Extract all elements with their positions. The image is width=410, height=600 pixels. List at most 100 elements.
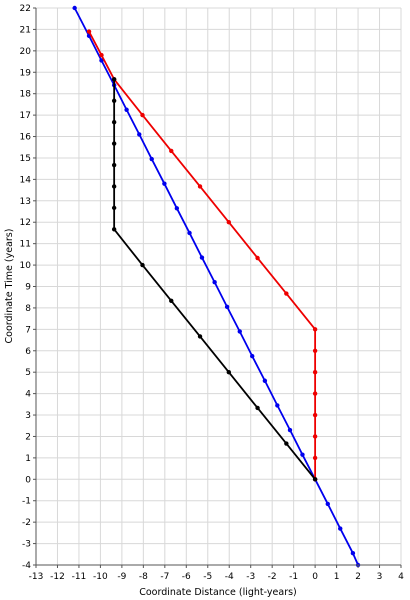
y-tick-label: 2 <box>25 432 31 442</box>
data-point <box>312 455 318 461</box>
data-point <box>140 262 145 268</box>
data-point <box>350 551 356 556</box>
y-tick-label: 10 <box>20 261 32 271</box>
x-tick-label: -5 <box>203 572 212 582</box>
x-tick-label: -9 <box>117 572 126 582</box>
data-point <box>224 304 230 310</box>
y-tick-label: 11 <box>20 240 31 250</box>
data-point <box>169 298 174 304</box>
y-tick-label: 12 <box>20 218 31 228</box>
y-tick-label: 16 <box>20 133 32 143</box>
data-point <box>226 220 232 225</box>
x-tick-label: -3 <box>246 572 255 582</box>
x-tick-label: -12 <box>50 572 65 582</box>
data-point <box>338 526 343 531</box>
x-tick-label: -2 <box>268 572 277 582</box>
data-point <box>86 29 92 34</box>
data-point <box>140 112 145 118</box>
y-tick-label: 21 <box>20 25 31 35</box>
x-tick-label: -1 <box>289 572 298 582</box>
data-point <box>284 441 289 446</box>
data-point <box>99 58 104 63</box>
x-tick-label: -10 <box>93 572 108 582</box>
y-tick-label: 9 <box>25 283 31 293</box>
x-tick-label: 1 <box>334 572 340 582</box>
data-point <box>111 141 117 146</box>
y-tick-label: 5 <box>25 368 31 378</box>
data-point <box>312 327 318 332</box>
data-point <box>111 119 117 125</box>
data-point <box>255 405 260 411</box>
data-point <box>312 391 318 396</box>
y-tick-label: 7 <box>25 325 31 335</box>
data-point <box>169 148 174 154</box>
y-tick-label: 20 <box>20 47 32 57</box>
x-tick-label: 0 <box>312 572 318 582</box>
y-tick-label: -2 <box>22 518 31 528</box>
data-point <box>187 230 192 236</box>
x-tick-label: 2 <box>355 572 361 582</box>
y-axis-title: Coordinate Time (years) <box>4 229 15 344</box>
y-tick-label: 8 <box>25 304 31 314</box>
data-point <box>111 77 117 82</box>
x-tick-label: -4 <box>225 572 234 582</box>
series-1 <box>72 5 361 568</box>
y-tick-label: 13 <box>20 197 31 207</box>
data-point <box>174 206 180 211</box>
y-tick-label: 1 <box>25 454 31 464</box>
x-tick-label: -8 <box>139 572 148 582</box>
data-point <box>111 162 117 168</box>
y-tick-label: 6 <box>25 347 31 357</box>
data-point <box>300 452 305 457</box>
x-tick-label: -11 <box>72 572 87 582</box>
data-point <box>149 156 154 162</box>
data-point <box>312 412 318 418</box>
x-tick-label: -6 <box>182 572 191 582</box>
data-point <box>312 477 318 482</box>
y-tick-labels: -4-3-2-101234567891011121314151617181920… <box>20 4 36 571</box>
series-layer <box>72 5 361 568</box>
data-point <box>255 255 260 261</box>
data-point <box>111 227 117 232</box>
x-tick-labels: -13 -12 -11 -10 -9 -8 -7 -6 -5 -4 -3 -2 -1 0 1 2 3 4 <box>29 565 404 582</box>
data-point <box>226 369 232 375</box>
y-tick-label: 0 <box>25 475 31 485</box>
y-tick-label: 18 <box>20 90 32 100</box>
data-point <box>325 501 330 507</box>
data-point <box>312 348 318 353</box>
data-point <box>212 280 217 285</box>
y-tick-label: 4 <box>25 390 31 400</box>
x-axis-title: Coordinate Distance (light-years) <box>139 587 297 598</box>
data-point <box>197 184 203 189</box>
series-3 <box>111 77 318 482</box>
data-point <box>287 427 293 433</box>
data-point <box>197 334 203 339</box>
y-tick-label: -1 <box>22 497 31 507</box>
x-tick-label: -7 <box>160 572 169 582</box>
data-point <box>111 98 117 103</box>
data-point <box>111 184 117 189</box>
data-point <box>275 403 280 408</box>
x-tick-label: 4 <box>398 572 404 582</box>
data-point <box>312 434 318 439</box>
data-point <box>137 132 142 137</box>
y-tick-label: 3 <box>25 411 31 421</box>
data-point <box>99 52 104 58</box>
y-tick-label: 19 <box>20 68 32 78</box>
series-2 <box>86 29 318 482</box>
data-point <box>284 291 289 296</box>
data-point <box>111 205 117 211</box>
data-point <box>72 5 77 11</box>
y-tick-label: -4 <box>22 561 31 571</box>
data-point <box>162 181 167 186</box>
x-tick-label: -13 <box>29 572 44 582</box>
grid <box>35 7 402 566</box>
series-line <box>73 7 359 566</box>
data-point <box>199 255 205 260</box>
y-tick-label: -3 <box>22 540 31 550</box>
data-point <box>312 369 318 375</box>
data-point <box>262 378 268 383</box>
x-tick-label: 3 <box>377 572 383 582</box>
data-point <box>124 107 129 112</box>
